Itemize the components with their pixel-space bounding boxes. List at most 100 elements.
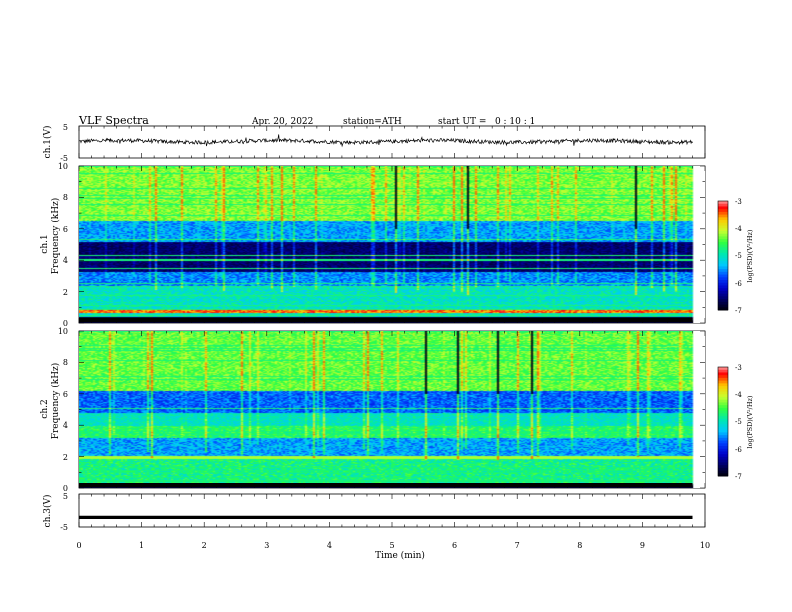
colorbar-step — [718, 413, 728, 417]
colorbar-step — [718, 241, 728, 246]
colorbar-step — [718, 465, 728, 469]
colorbar-step — [718, 301, 728, 306]
colorbar-step — [718, 416, 728, 420]
ch1-spec-y-tick-4: 4 — [63, 256, 68, 265]
ch2-spec-y-tick-2: 2 — [63, 453, 68, 462]
colorbar-step — [718, 467, 728, 472]
colorbar-step — [718, 459, 728, 463]
colorbar-step — [718, 225, 728, 229]
ch1-y-tick-bottom: -5 — [60, 154, 68, 163]
colorbar-step — [718, 250, 728, 254]
ch1-spectrogram-panel: 0 2 4 6 8 10 ch.1 Frequency (kHz) — [40, 162, 706, 328]
colorbar-step — [718, 443, 728, 447]
colorbar-step — [718, 435, 728, 439]
spectrogram-zero-band — [79, 318, 693, 322]
ch1-spec-y-axis-label: Frequency (kHz) — [50, 198, 61, 275]
ch2-spec-y-tick-4: 4 — [63, 421, 68, 430]
ch1-colorbar-tick-m4: -4 — [735, 225, 742, 233]
colorbar-step — [718, 214, 728, 218]
colorbar-step — [718, 277, 728, 281]
x-tick-label: 9 — [640, 541, 645, 550]
colorbar-step — [718, 260, 728, 265]
x-tick-label: 5 — [389, 541, 394, 550]
colorbar-step — [718, 451, 728, 455]
ch2-colorbar-tick-m7: -7 — [735, 473, 742, 481]
ch1-waveform-line — [79, 134, 693, 148]
start-time-label: start UT = 0 : 10 : 1 — [438, 117, 535, 127]
ch3-y-tick-bottom: -5 — [60, 523, 68, 532]
colorbar-step — [718, 269, 728, 273]
colorbar-step — [718, 418, 728, 422]
colorbar-step — [718, 233, 728, 237]
colorbar-step — [718, 290, 728, 295]
x-axis-tick-labels: 0 1 2 3 4 5 6 7 8 9 10 — [76, 541, 710, 550]
x-axis-label: Time (min) — [375, 550, 425, 561]
colorbar-step — [718, 437, 728, 442]
colorbar-step — [718, 440, 728, 444]
colorbar-step — [718, 405, 728, 409]
ch1-spec-y-tick-6: 6 — [63, 225, 68, 234]
ch1-spec-y-tick-2: 2 — [63, 288, 68, 297]
colorbar-step — [718, 421, 728, 425]
colorbar-step — [718, 407, 728, 412]
colorbar-step — [718, 209, 728, 213]
colorbar-step — [718, 255, 728, 259]
ch1-spec-y-tick-8: 8 — [63, 193, 68, 202]
colorbar-step — [718, 462, 728, 466]
colorbar-step — [718, 252, 728, 256]
colorbar-step — [718, 369, 728, 373]
ch2-spec-y-axis-label: Frequency (kHz) — [50, 363, 61, 440]
ch1-y-tick-top: 5 — [63, 123, 68, 132]
colorbar-step — [718, 446, 728, 450]
ch2-colorbar-tick-m4: -4 — [735, 391, 742, 399]
colorbar-step — [718, 388, 728, 393]
ch2-spectrogram-panel: 0 2 4 6 8 10 ch.2 Frequency (kHz) — [40, 327, 706, 493]
spectrogram-image — [79, 166, 705, 323]
colorbar-step — [718, 280, 728, 284]
colorbar-step — [718, 244, 728, 248]
ch1-colorbar-tick-m6: -6 — [735, 280, 742, 288]
colorbar-step — [718, 396, 728, 401]
spectrogram-zero-band — [79, 483, 693, 487]
ch2-colorbar-label: log(PSD)(V²/Hz) — [746, 395, 754, 448]
colorbar-step — [718, 271, 728, 276]
x-tick-label: 1 — [139, 541, 144, 550]
colorbar-step — [718, 228, 728, 232]
colorbar-step — [718, 377, 728, 382]
colorbar-step — [718, 211, 728, 216]
colorbar-step — [718, 456, 728, 461]
ch3-y-axis-label: ch.3(V) — [42, 495, 53, 528]
colorbar-step — [718, 391, 728, 395]
ch1-colorbar: -3 -4 -5 -6 -7 log(PSD)(V²/Hz) — [717, 198, 754, 315]
colorbar-step — [718, 230, 728, 235]
colorbar-step — [718, 266, 728, 270]
colorbar-step — [718, 285, 728, 289]
colorbar-step — [718, 288, 728, 292]
x-tick-label: 10 — [700, 541, 710, 550]
ch1-spec-y-tick-0: 0 — [63, 319, 68, 328]
ch1-colorbar-tick-m3: -3 — [735, 198, 742, 206]
colorbar-step — [718, 239, 728, 243]
chart-title: VLF Spectra — [78, 114, 149, 127]
ch1-colorbar-label: log(PSD)(V²/Hz) — [746, 229, 754, 282]
ch2-spec-y-tick-6: 6 — [63, 390, 68, 399]
spectrogram-image — [79, 331, 705, 488]
x-tick-label: 7 — [515, 541, 520, 550]
ch1-waveform-panel: 5 -5 ch.1(V) — [42, 123, 706, 163]
colorbar-step — [718, 206, 728, 210]
colorbar-step — [718, 307, 728, 311]
colorbar-step — [718, 380, 728, 384]
ch2-colorbar-tick-m5: -5 — [735, 418, 742, 426]
ch2-spec-y-tick-8: 8 — [63, 358, 68, 367]
colorbar-step — [718, 203, 728, 207]
ch2-colorbar-tick-m6: -6 — [735, 446, 742, 454]
x-tick-label: 8 — [577, 541, 582, 550]
colorbar-step — [718, 222, 728, 227]
colorbar-step — [718, 299, 728, 303]
ch1-spec-channel-label: ch.1 — [40, 234, 50, 253]
station-label: station=ATH — [343, 117, 402, 127]
colorbar-step — [718, 448, 728, 452]
ch2-spec-y-tick-10: 10 — [58, 327, 68, 336]
colorbar-step — [718, 375, 728, 379]
